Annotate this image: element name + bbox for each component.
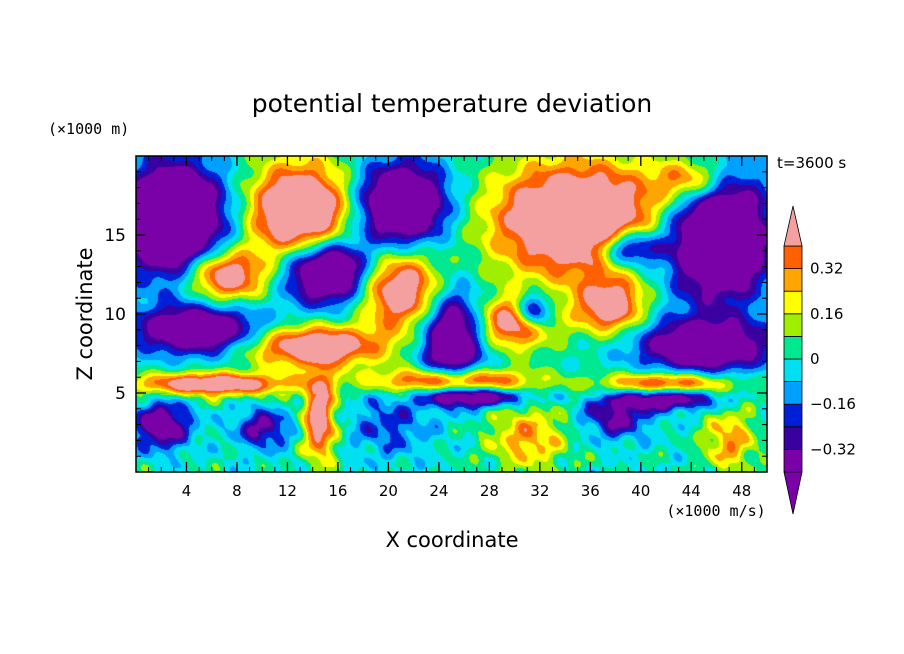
x-tick-label: 16 — [328, 482, 347, 500]
x-tick-label: 32 — [530, 482, 549, 500]
chart-title: potential temperature deviation — [252, 89, 652, 118]
x-tick-label: 4 — [182, 482, 192, 500]
plot-area — [135, 155, 768, 473]
time-label: t=3600 s — [777, 154, 846, 172]
colorbar-extend-low — [783, 471, 803, 515]
colorbar-swatch — [783, 381, 803, 405]
y-unit-label: (×1000 m) — [48, 120, 129, 138]
x-tick-label: 24 — [429, 482, 448, 500]
x-tick-label: 48 — [732, 482, 751, 500]
colorbar-tick-label: 0.16 — [810, 305, 843, 323]
colorbar-swatch — [783, 335, 803, 360]
colorbar-swatch — [783, 313, 803, 337]
x-tick-label: 8 — [232, 482, 242, 500]
y-axis-label: Z coordinate — [73, 247, 97, 380]
colorbar-swatch — [783, 290, 803, 315]
x-tick-label: 12 — [278, 482, 297, 500]
colorbar-tick-label: −0.16 — [810, 395, 856, 413]
y-tick-label: 15 — [104, 226, 126, 246]
colorbar: 0.32 0.16 0 −0.16 −0.32 — [783, 205, 856, 515]
colorbar-tick-label: 0.32 — [810, 260, 843, 278]
x-unit-label: (×1000 m/s) — [666, 502, 765, 520]
colorbar-swatch — [783, 358, 803, 383]
x-tick-label: 44 — [682, 482, 701, 500]
colorbar-swatch — [783, 245, 803, 270]
y-tick-label: 5 — [115, 384, 126, 404]
x-tick-label: 28 — [480, 482, 499, 500]
x-tick-label: 20 — [379, 482, 398, 500]
x-tick-label: 36 — [581, 482, 600, 500]
y-axis: 5 10 15 — [104, 171, 767, 457]
colorbar-swatch — [783, 426, 803, 450]
colorbar-tick-label: −0.32 — [810, 440, 856, 458]
x-axis-label: X coordinate — [385, 528, 518, 552]
y-tick-label: 10 — [104, 305, 126, 325]
colorbar-swatch — [783, 403, 803, 428]
x-axis: 4 8 12 16 20 24 28 32 36 40 44 48 — [148, 156, 755, 500]
colorbar-swatch — [783, 268, 803, 292]
x-tick-label: 40 — [631, 482, 650, 500]
contour-field — [136, 156, 767, 472]
colorbar-tick-label: 0 — [810, 350, 820, 368]
colorbar-swatch — [783, 448, 803, 473]
colorbar-extend-high — [783, 205, 803, 247]
